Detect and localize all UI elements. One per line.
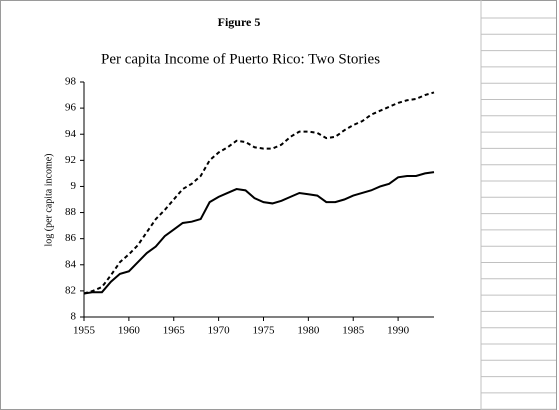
y-tick-label: 92: [65, 154, 76, 166]
y-tick-label: 8: [71, 311, 77, 323]
y-tick-label: 96: [65, 102, 77, 114]
y-axis-label: log (per capita income): [43, 153, 54, 246]
figure-label: Figure 5: [218, 15, 261, 29]
y-tick-label: 98: [65, 76, 77, 88]
y-tick-label: 94: [65, 128, 77, 140]
spreadsheet-grid: [480, 0, 556, 410]
y-tick-label: 82: [65, 284, 76, 296]
x-tick-label: 1965: [163, 325, 186, 337]
data-line: [83, 171, 435, 295]
x-tick-label: 1975: [252, 325, 275, 337]
data-line: [83, 91, 435, 295]
chart-title: Per capita Income of Puerto Rico: Two St…: [101, 51, 380, 67]
x-tick-label: 1955: [73, 325, 96, 337]
y-tick-label: 88: [65, 206, 77, 218]
y-tick-label: 9: [71, 180, 77, 192]
x-tick-label: 1970: [208, 325, 231, 337]
x-tick-label: 1960: [118, 325, 141, 337]
y-tick-label: 84: [65, 258, 77, 270]
y-tick-label: 86: [65, 232, 77, 244]
x-tick-label: 1985: [342, 325, 365, 337]
x-tick-label: 1980: [297, 325, 320, 337]
x-tick-label: 1990: [387, 325, 410, 337]
